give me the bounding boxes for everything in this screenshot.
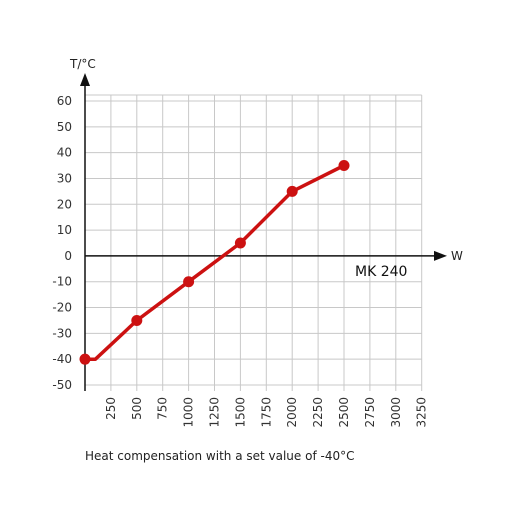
series xyxy=(79,160,350,365)
data-point xyxy=(338,160,350,172)
y-tick-label: 0 xyxy=(64,249,72,263)
x-tick-label: 2750 xyxy=(363,397,377,428)
x-tick-label: 1750 xyxy=(259,397,273,428)
grid xyxy=(85,94,423,391)
x-tick-label: 1250 xyxy=(208,397,222,428)
y-axis-label: T/°C xyxy=(69,57,96,71)
y-tick-label: 10 xyxy=(57,223,72,237)
x-tick-label: 750 xyxy=(156,397,170,420)
x-tick-label: 1500 xyxy=(233,397,247,428)
x-axis-arrow xyxy=(434,250,447,261)
x-tick-label: 500 xyxy=(130,397,144,420)
y-tick-label: -40 xyxy=(52,352,72,366)
y-axis-arrow xyxy=(80,73,90,86)
y-tick-label: -30 xyxy=(52,326,72,340)
x-tick-label: 2500 xyxy=(337,397,351,428)
data-point xyxy=(131,314,143,326)
x-tick-label: 250 xyxy=(104,397,118,420)
y-tick-label: 50 xyxy=(57,120,72,134)
y-tick-label: -10 xyxy=(52,275,72,289)
x-tick-label: 1000 xyxy=(182,397,196,428)
y-tick-label: 40 xyxy=(57,146,72,160)
data-point xyxy=(79,353,91,365)
data-point xyxy=(234,237,246,249)
x-tick-label: 3000 xyxy=(389,397,403,428)
y-tick-label: 20 xyxy=(57,197,72,211)
x-tick-label: 2000 xyxy=(285,397,299,428)
y-tick-label: 60 xyxy=(57,94,72,108)
x-tick-label: 2250 xyxy=(311,397,325,428)
x-tick-label: 3250 xyxy=(415,397,429,428)
y-tick-labels: 60 50 40 30 20 10 0 -10 -20 -30 -40 -50 xyxy=(52,94,72,392)
data-point xyxy=(183,276,195,288)
y-tick-label: -20 xyxy=(52,301,72,315)
x-axis-label: W xyxy=(451,249,463,263)
data-point xyxy=(286,185,298,197)
y-tick-label: 30 xyxy=(57,171,72,185)
y-tick-label: -50 xyxy=(52,378,72,392)
chart-caption: Heat compensation with a set value of -4… xyxy=(85,449,355,463)
x-tick-labels: 250 500 750 1000 1250 1500 1750 2000 2250 2500 275… xyxy=(104,397,429,428)
axes xyxy=(80,73,447,391)
series-label: MK 240 xyxy=(355,264,407,280)
